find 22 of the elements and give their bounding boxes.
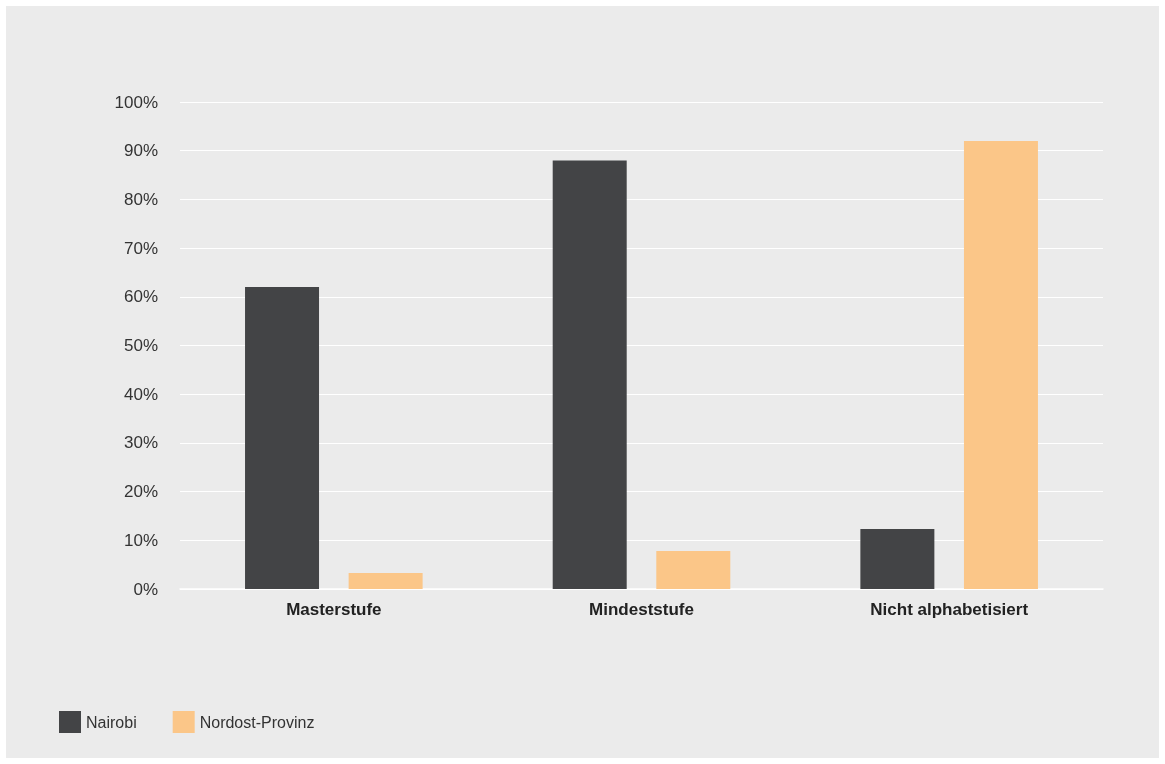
bar [245,287,320,589]
legend-label: Nordost-Provinz [199,713,315,731]
x-tick-label: Nicht alphabetisiert [870,600,1029,619]
bar [860,529,935,589]
y-tick-label: 0% [133,579,158,599]
bar [656,551,731,589]
y-tick-label: 100% [114,92,158,112]
legend-label: Nairobi [86,713,137,731]
y-tick-label: 40% [123,384,158,404]
bar [963,140,1038,589]
y-tick-label: 50% [123,336,158,355]
y-tick-label: 70% [123,238,158,258]
x-tick-label: Mindeststufe [589,600,694,619]
y-tick-label: 20% [123,482,158,502]
bar [552,160,627,589]
y-tick-label: 30% [123,433,158,453]
bar [348,572,423,589]
y-tick-label: 90% [123,141,158,161]
y-tick-label: 80% [123,189,158,209]
y-tick-label: 60% [123,287,158,307]
x-tick-label: Masterstufe [286,600,382,619]
y-tick-label: 10% [123,530,158,550]
